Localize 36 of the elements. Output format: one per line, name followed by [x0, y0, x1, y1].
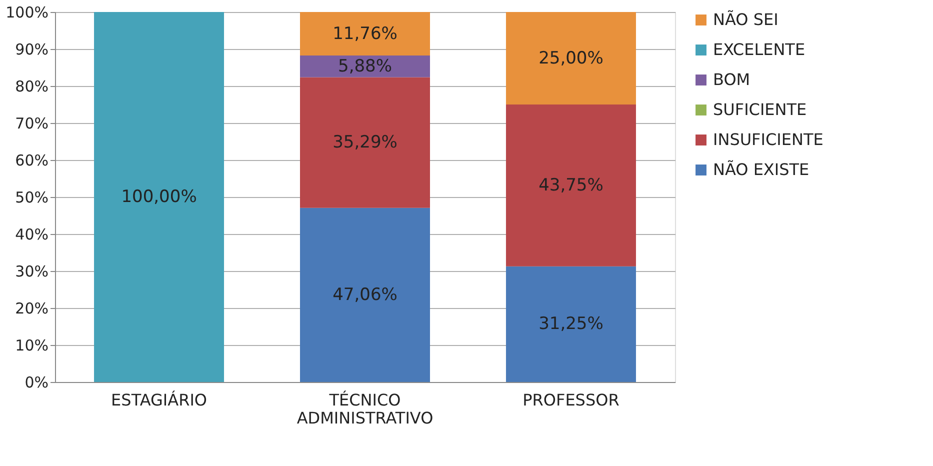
y-tick-label: 50% [15, 188, 48, 206]
data-label: 47,06% [332, 284, 398, 305]
y-tick-label: 60% [15, 152, 48, 170]
x-tick-label: TÉCNICO ADMINISTRATIVO [296, 390, 434, 428]
legend-label: BOM [713, 70, 750, 89]
bar [300, 12, 430, 56]
bar [300, 56, 430, 78]
y-tick-label: 80% [15, 78, 48, 96]
data-label: 35,29% [332, 132, 398, 153]
data-label: 5,88% [338, 56, 392, 76]
y-tick-label: 90% [15, 40, 48, 58]
bar [506, 104, 636, 266]
x-tick-label: ESTAGIÁRIO [111, 390, 207, 410]
legend-label: INSUFICIENTE [713, 130, 824, 149]
bar [300, 77, 430, 208]
data-label: 25,00% [538, 48, 604, 68]
legend-label: NÃO EXISTE [713, 160, 810, 179]
data-label: 11,76% [332, 24, 398, 44]
y-tick-label: 10% [15, 336, 48, 354]
data-label: 43,75% [538, 175, 604, 196]
y-tick-label: 70% [15, 114, 48, 132]
legend-label: NÃO SEI [713, 10, 778, 29]
data-label: 100,00% [121, 187, 197, 207]
bar [506, 266, 636, 382]
bar [506, 12, 636, 104]
legend-label: EXCELENTE [713, 40, 806, 59]
x-tick-label: PROFESSOR [522, 390, 620, 410]
legend-label: SUFICIENTE [713, 100, 807, 119]
bar [300, 208, 430, 382]
data-label: 31,25% [538, 314, 604, 334]
y-tick-label: 0% [24, 374, 48, 392]
bar [94, 12, 224, 382]
y-tick-label: 20% [15, 300, 48, 318]
y-tick-label: 40% [15, 226, 48, 244]
y-tick-label: 100% [6, 4, 48, 22]
y-tick-label: 30% [15, 262, 48, 280]
